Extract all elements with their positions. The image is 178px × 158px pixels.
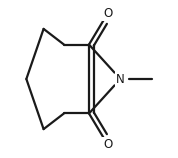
Text: O: O	[103, 138, 112, 151]
Text: N: N	[116, 73, 125, 85]
Text: O: O	[103, 7, 112, 20]
